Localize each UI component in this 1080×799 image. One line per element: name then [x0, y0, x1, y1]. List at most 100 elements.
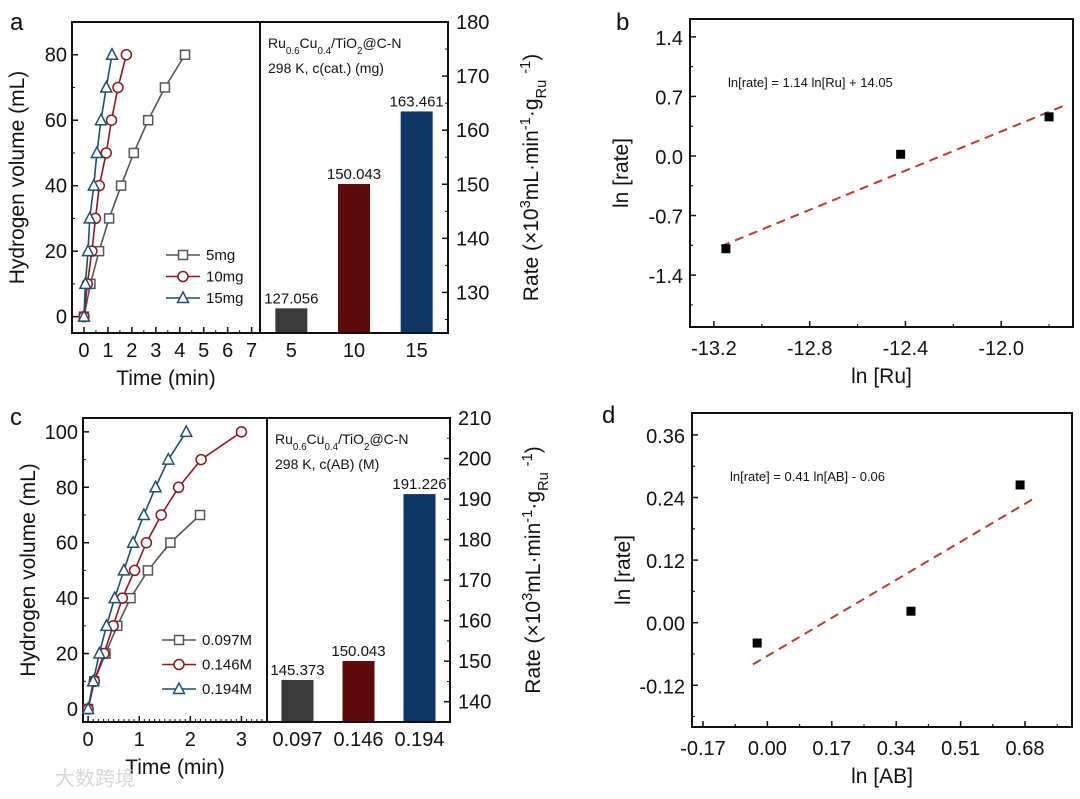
y-axis-title: ln [rate]: [610, 138, 633, 208]
x-tick-label: 2: [185, 729, 196, 751]
right-y-tick-label: 210: [458, 408, 491, 430]
data-point-0.194M: [148, 479, 163, 493]
x-tick-label: 1: [134, 729, 145, 751]
x-axis-title: ln [Ru]: [851, 365, 912, 388]
bar-category-label: 0.146: [333, 729, 383, 751]
x-tick-label: 0.00: [748, 738, 787, 760]
x-tick-label: -12.4: [883, 338, 929, 360]
right-y-tick-label: 140: [458, 692, 491, 714]
data-point-15mg: [87, 178, 101, 191]
right-y-tick-label: 140: [456, 228, 489, 250]
right-y-axis-title: Rate (×103mL·min-1·gRu -1): [520, 446, 552, 693]
x-tick-label: 0: [83, 729, 94, 751]
x-tick-label: -13.2: [691, 338, 737, 360]
x-tick-label: 3: [236, 729, 247, 751]
legend-marker: [173, 634, 185, 646]
legend-label: 0.194M: [202, 681, 252, 698]
data-point-0.194M: [99, 618, 114, 632]
legend-label: 5mg: [206, 247, 235, 264]
data-point-0.194M: [126, 535, 140, 548]
y-tick-label: 0: [67, 699, 78, 721]
data-point-0.194M: [161, 451, 176, 465]
data-point-0.146M: [128, 564, 141, 577]
legend-label: 15mg: [206, 290, 244, 307]
x-tick-label: 1: [102, 340, 113, 362]
data-point-5mg: [179, 49, 191, 60]
y-tick-label: 100: [45, 422, 78, 444]
watermark: 大数跨境: [55, 767, 135, 790]
x-tick-label: 0.17: [812, 738, 851, 760]
right-y-tick-label: 170: [456, 66, 489, 88]
x-axis-title: Time (min): [116, 367, 216, 390]
data-point-5mg: [142, 114, 154, 126]
x-tick-label: 0.34: [877, 738, 916, 760]
y-tick-label: 40: [56, 588, 78, 610]
right-y-tick-label: 150: [456, 174, 489, 196]
data-point-0.097M: [194, 509, 206, 521]
data-point-5mg: [128, 147, 140, 159]
right-y-tick-label: 180: [458, 530, 491, 552]
data-point-0.194M: [92, 645, 107, 659]
data-point-0.146M: [172, 481, 185, 494]
fit-line: [752, 498, 1034, 666]
panel-label-d: d: [602, 402, 615, 429]
bar-0.146: [342, 661, 375, 721]
y-tick-label: 0.12: [646, 551, 685, 573]
bar-category-label: 0.194: [394, 729, 444, 751]
x-tick-label: -0.17: [680, 738, 726, 760]
data-point-15mg: [105, 47, 119, 60]
bar-0.097: [281, 679, 314, 721]
right-y-tick-label: 200: [458, 449, 491, 471]
x-tick-label: 2: [126, 340, 137, 362]
bar-category-label: 10: [343, 340, 365, 362]
right-y-tick-label: 170: [458, 570, 491, 592]
bar-value-label: 150.043: [331, 643, 385, 660]
data-point-15mg: [82, 210, 97, 224]
data-point-0.194M: [86, 673, 100, 687]
y-tick-label: 0.24: [646, 488, 685, 510]
legend-marker: [173, 658, 185, 671]
right-y-tick-label: 160: [458, 611, 491, 633]
bar-value-label: 150.043: [327, 166, 381, 183]
data-point-0.194M: [117, 562, 131, 576]
right-y-tick-label: 190: [458, 489, 491, 511]
y-tick-label: 80: [56, 477, 78, 499]
x-tick-label: 0: [78, 340, 89, 362]
data-point-15mg: [78, 276, 93, 290]
y-axis-title: Hydrogen volume (mL): [17, 463, 40, 677]
legend-marker: [176, 290, 190, 304]
data-point-0.194M: [107, 590, 122, 604]
data-point-0.146M: [140, 536, 153, 549]
right-y-tick-label: 160: [456, 120, 489, 142]
legend-marker: [177, 249, 189, 261]
x-tick-label: 5: [198, 340, 209, 362]
x-axis-title: Time (min): [125, 756, 225, 779]
x-tick-label: -12.0: [978, 338, 1024, 360]
data-point-0.194M: [137, 507, 151, 521]
plot-frame: [689, 18, 1074, 328]
bar-10: [338, 184, 370, 332]
x-tick-label: 6: [222, 340, 233, 362]
x-tick-label: -12.8: [787, 338, 833, 360]
plot-frame: [691, 412, 1073, 728]
x-axis-title: ln [AB]: [851, 765, 913, 788]
x-tick-label: 3: [150, 340, 161, 362]
y-axis-title: ln [rate]: [612, 535, 635, 605]
fit-equation: ln[rate] = 1.14 ln[Ru] + 14.05: [728, 75, 893, 90]
annotation-line: Ru0.6Cu0.4/TiO2@C-N: [275, 431, 409, 453]
y-tick-label: 1.4: [655, 28, 683, 50]
bar-value-label: 191.226: [392, 476, 446, 493]
x-tick-label: 7: [246, 340, 257, 362]
panel-label-b: b: [616, 9, 629, 36]
data-point-0.146M: [195, 453, 207, 466]
right-y-tick-label: 180: [456, 12, 489, 34]
bar-category-label: 0.097: [272, 729, 322, 751]
data-point-0.194M: [179, 424, 193, 438]
bar-5: [275, 308, 308, 332]
bar-value-label: 127.056: [264, 290, 318, 307]
annotation-line: 298 K, c(AB) (M): [275, 456, 379, 472]
right-y-axis-title: Rate (×103mL·min-1·gRu -1): [518, 54, 550, 301]
y-axis-title: Hydrogen volume (mL): [6, 71, 29, 285]
data-point-0.097M: [142, 565, 154, 576]
